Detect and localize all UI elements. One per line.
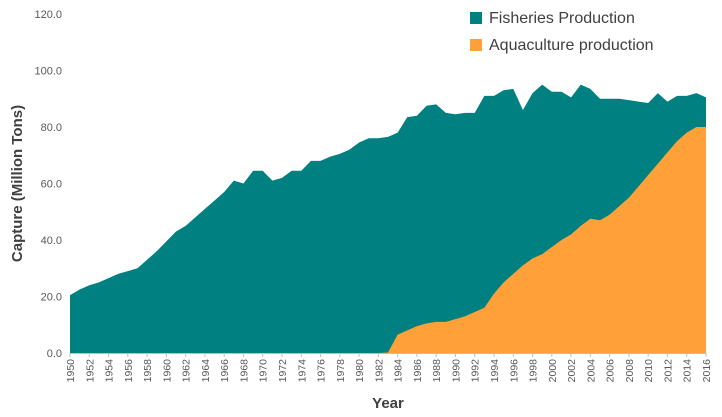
x-tick-label: 1990: [450, 359, 462, 383]
y-tick-label: 120.0: [34, 9, 62, 21]
x-tick-label: 2010: [643, 359, 655, 383]
x-tick-label: 2006: [605, 359, 617, 383]
x-tick-label: 2002: [566, 359, 578, 383]
x-tick-label: 1962: [181, 359, 193, 383]
y-axis-ticks: 0.0 20.0 40.0 60.0 80.0 100.0 120.0: [34, 9, 62, 360]
x-tick-label: 2016: [701, 359, 713, 383]
x-axis-ticks: 1950 1952 1954 1956 1958 1960 1962 1964 1966 1968…: [65, 353, 713, 382]
legend-label-aquaculture: Aquaculture production: [489, 37, 654, 54]
x-tick-label: 2008: [624, 359, 636, 383]
series-area-1: [70, 127, 706, 353]
x-tick-label: 1984: [393, 359, 405, 383]
x-tick-label: 1986: [412, 359, 424, 383]
x-tick-label: 1960: [161, 359, 173, 383]
y-tick-label: 100.0: [34, 66, 62, 78]
x-tick-label: 2000: [547, 359, 559, 383]
x-tick-label: 1958: [142, 359, 154, 383]
x-tick-label: 2004: [585, 359, 597, 383]
x-tick-label: 1950: [65, 359, 77, 383]
legend-label-fisheries: Fisheries Production: [489, 10, 635, 27]
y-tick-label: 80.0: [41, 122, 62, 134]
legend-swatch-aquaculture: [470, 39, 482, 51]
y-tick-label: 40.0: [41, 235, 62, 247]
x-tick-label: 1988: [431, 359, 443, 383]
x-tick-label: 1976: [316, 359, 328, 383]
x-tick-label: 2012: [662, 359, 674, 383]
x-tick-label: 1972: [277, 359, 289, 383]
x-tick-label: 2014: [682, 359, 694, 383]
x-tick-label: 1970: [258, 359, 270, 383]
x-tick-label: 1994: [489, 359, 501, 383]
x-tick-label: 1974: [296, 359, 308, 383]
x-tick-label: 1992: [470, 359, 482, 383]
x-tick-label: 1982: [373, 359, 385, 383]
x-tick-label: 1956: [123, 359, 135, 383]
x-axis-title: Year: [372, 395, 404, 412]
x-tick-label: 1968: [238, 359, 250, 383]
x-tick-label: 1996: [508, 359, 520, 383]
x-tick-label: 1980: [354, 359, 366, 383]
y-tick-label: 0.0: [47, 348, 62, 360]
x-tick-label: 1964: [200, 359, 212, 383]
x-tick-label: 1954: [104, 359, 116, 383]
legend-swatch-fisheries: [470, 12, 482, 24]
x-tick-label: 1998: [528, 359, 540, 383]
y-tick-label: 60.0: [41, 179, 62, 191]
x-tick-label: 1978: [335, 359, 347, 383]
y-axis-title: Capture (Million Tons): [9, 105, 26, 262]
y-tick-label: 20.0: [41, 292, 62, 304]
x-tick-label: 1952: [84, 359, 96, 383]
x-tick-label: 1966: [219, 359, 231, 383]
legend: Fisheries Production Aquaculture product…: [470, 10, 654, 54]
plot-area: [70, 84, 706, 353]
